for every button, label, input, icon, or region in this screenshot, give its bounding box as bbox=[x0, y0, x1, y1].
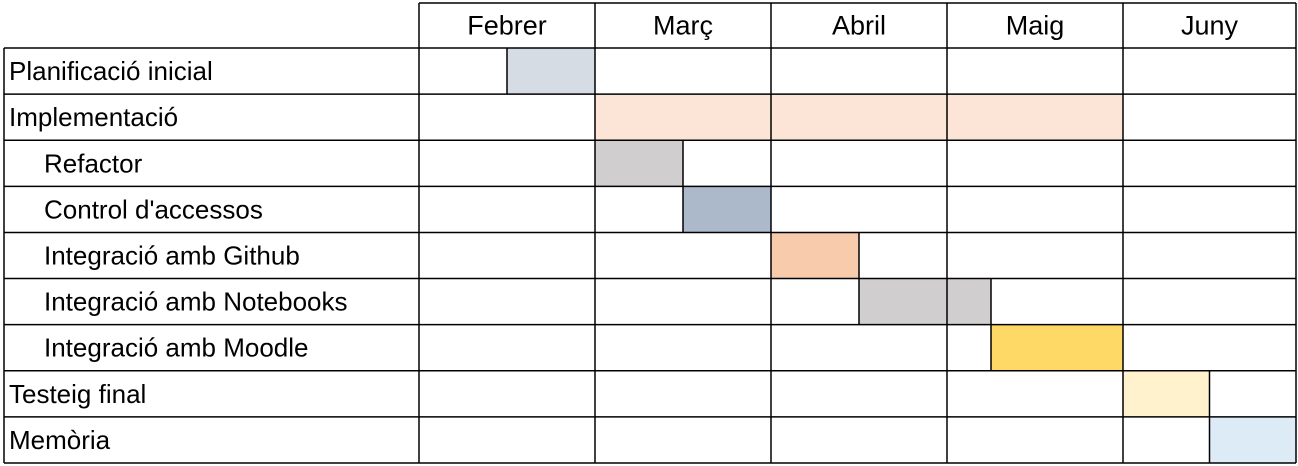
month-label: Març bbox=[653, 11, 713, 41]
task-label: Testeig final bbox=[9, 379, 146, 409]
grid bbox=[3, 2, 1297, 464]
task-bar bbox=[991, 324, 1123, 371]
task-bar bbox=[859, 278, 991, 325]
task-label: Integració amb Moodle bbox=[44, 333, 308, 363]
month-label: Febrer bbox=[467, 11, 547, 41]
task-label: Planificació inicial bbox=[9, 56, 213, 86]
task-label: Implementació bbox=[9, 102, 178, 132]
task-label: Memòria bbox=[9, 425, 111, 455]
task-label: Control d'accessos bbox=[44, 194, 263, 224]
task-bar bbox=[595, 140, 683, 187]
task-bars bbox=[507, 48, 1296, 463]
task-bar bbox=[1209, 416, 1296, 463]
task-bar bbox=[507, 48, 595, 95]
month-label: Juny bbox=[1181, 11, 1239, 41]
task-bar bbox=[595, 94, 1123, 141]
task-bar bbox=[683, 186, 771, 233]
task-label: Integració amb Github bbox=[44, 241, 300, 271]
month-label: Maig bbox=[1006, 11, 1065, 41]
task-bar bbox=[1123, 370, 1210, 417]
task-bar bbox=[771, 232, 859, 279]
task-label: Integració amb Notebooks bbox=[44, 287, 348, 317]
task-label: Refactor bbox=[44, 148, 143, 178]
month-label: Abril bbox=[832, 11, 886, 41]
